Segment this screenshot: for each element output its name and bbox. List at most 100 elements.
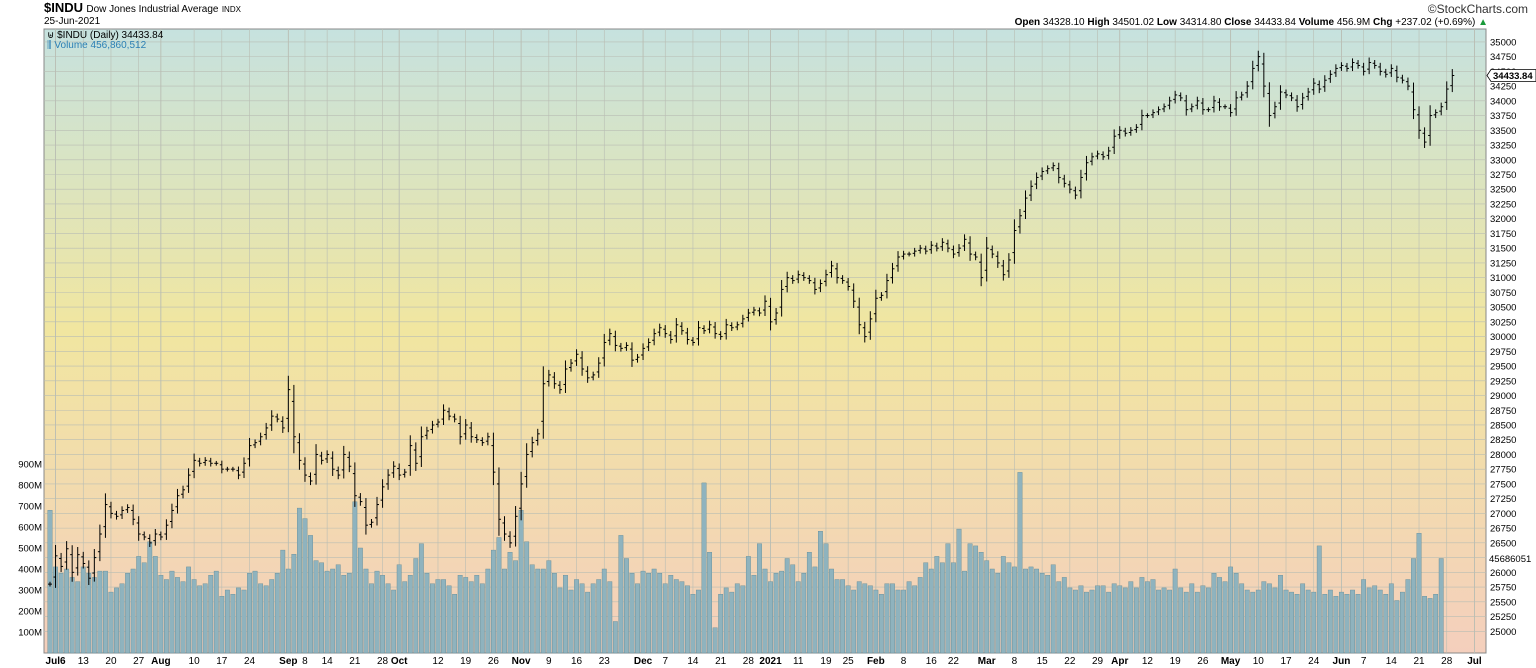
volume-bar xyxy=(396,564,402,654)
volume-bar xyxy=(1178,587,1184,654)
volume-bar xyxy=(1139,577,1145,654)
price-bar xyxy=(108,501,113,519)
brand-watermark: ©StockCharts.com xyxy=(1427,2,1528,16)
price-bar xyxy=(934,242,939,252)
date-tick-label: Jul6 xyxy=(46,656,66,667)
price-bar xyxy=(1428,105,1433,146)
price-bar xyxy=(1034,172,1039,190)
price-bar xyxy=(907,251,912,257)
price-bar xyxy=(219,460,224,474)
price-bar xyxy=(1217,98,1222,111)
price-bar xyxy=(280,416,285,433)
price-bar xyxy=(973,251,978,261)
volume-bar xyxy=(1034,568,1039,654)
price-bar xyxy=(319,451,324,465)
volume-bar xyxy=(413,558,419,654)
date-tick-label: Aug xyxy=(151,656,170,667)
volume-bar xyxy=(263,585,269,654)
volume-bar xyxy=(435,579,441,654)
high-label: High xyxy=(1087,17,1110,28)
price-tick-label: 27750 xyxy=(1490,465,1516,476)
price-bar xyxy=(452,413,457,423)
volume-bar xyxy=(884,583,890,654)
price-bar xyxy=(70,545,75,582)
price-bar xyxy=(1417,106,1422,139)
date-tick-label: 17 xyxy=(1280,656,1292,667)
volume-bar xyxy=(934,556,940,654)
price-bar xyxy=(496,467,501,536)
open-label: Open xyxy=(1014,17,1041,28)
price-bar xyxy=(1145,113,1150,118)
price-bar xyxy=(308,472,313,486)
price-bar xyxy=(557,381,562,394)
price-bar xyxy=(524,443,529,488)
price-bar xyxy=(746,308,751,322)
volume-bar xyxy=(723,587,729,654)
volume-bar xyxy=(662,583,668,654)
date-tick-label: 26 xyxy=(488,656,500,667)
volume-bar xyxy=(391,589,397,654)
volume-bar xyxy=(1028,566,1034,654)
date-tick-label: Jun xyxy=(1333,656,1351,667)
volume-bar xyxy=(1023,568,1028,654)
date-tick-label: Jul xyxy=(1467,656,1482,667)
price-bar xyxy=(375,496,380,526)
volume-bar xyxy=(125,573,130,654)
price-tick-label: 31750 xyxy=(1490,229,1516,240)
price-bar xyxy=(1433,109,1438,119)
price-bar xyxy=(962,234,967,251)
volume-bar xyxy=(856,581,862,654)
price-bar xyxy=(214,460,219,466)
price-bar xyxy=(868,311,873,340)
price-bar xyxy=(629,342,634,367)
date-tick-label: 22 xyxy=(1064,656,1076,667)
volume-bar xyxy=(114,587,119,654)
date-tick-label: 8 xyxy=(302,656,308,667)
volume-bar xyxy=(1045,575,1051,654)
date-tick-label: 28 xyxy=(743,656,755,667)
price-bar xyxy=(1444,81,1449,110)
date-tick-label: 7 xyxy=(1361,656,1367,667)
price-bar xyxy=(812,277,817,295)
price-bar xyxy=(397,463,402,481)
volume-bar xyxy=(923,562,929,654)
high-value: 34501.02 xyxy=(1112,17,1155,28)
volume-bar xyxy=(873,589,879,654)
volume-bar xyxy=(163,579,169,654)
volume-bar xyxy=(696,589,701,654)
volume-bar xyxy=(701,482,707,654)
price-bar xyxy=(1228,104,1233,117)
price-bar xyxy=(857,297,862,335)
price-bar xyxy=(419,426,424,467)
volume-bar xyxy=(1266,583,1272,654)
price-bar xyxy=(1389,64,1394,77)
price-bar xyxy=(724,318,729,340)
volume-bar xyxy=(357,547,363,654)
volume-bar xyxy=(1150,579,1156,654)
volume-bar xyxy=(1111,583,1117,654)
price-bar xyxy=(1372,60,1377,69)
price-tick-label: 34250 xyxy=(1490,82,1516,93)
price-bar xyxy=(546,369,551,387)
volume-bar xyxy=(1117,585,1123,654)
volume-bar xyxy=(1366,587,1372,654)
volume-bar xyxy=(352,501,358,654)
volume-bar xyxy=(485,568,491,654)
volume-bar xyxy=(513,560,518,654)
volume-bar xyxy=(1095,585,1100,654)
date-tick-label: 7 xyxy=(662,656,668,667)
price-bar xyxy=(1261,52,1266,98)
volume-bar xyxy=(502,568,507,654)
price-bar xyxy=(779,280,784,317)
price-bar xyxy=(291,384,296,454)
price-bar xyxy=(1078,169,1083,199)
volume-bar xyxy=(673,579,679,654)
volume-bar xyxy=(939,562,945,654)
price-bar xyxy=(1223,104,1228,110)
price-bar xyxy=(740,314,745,328)
volume-bar xyxy=(407,575,413,654)
volume-bar xyxy=(1355,594,1361,654)
volume-bar xyxy=(657,573,663,654)
price-bar xyxy=(1067,180,1072,194)
price-bar xyxy=(513,506,518,547)
